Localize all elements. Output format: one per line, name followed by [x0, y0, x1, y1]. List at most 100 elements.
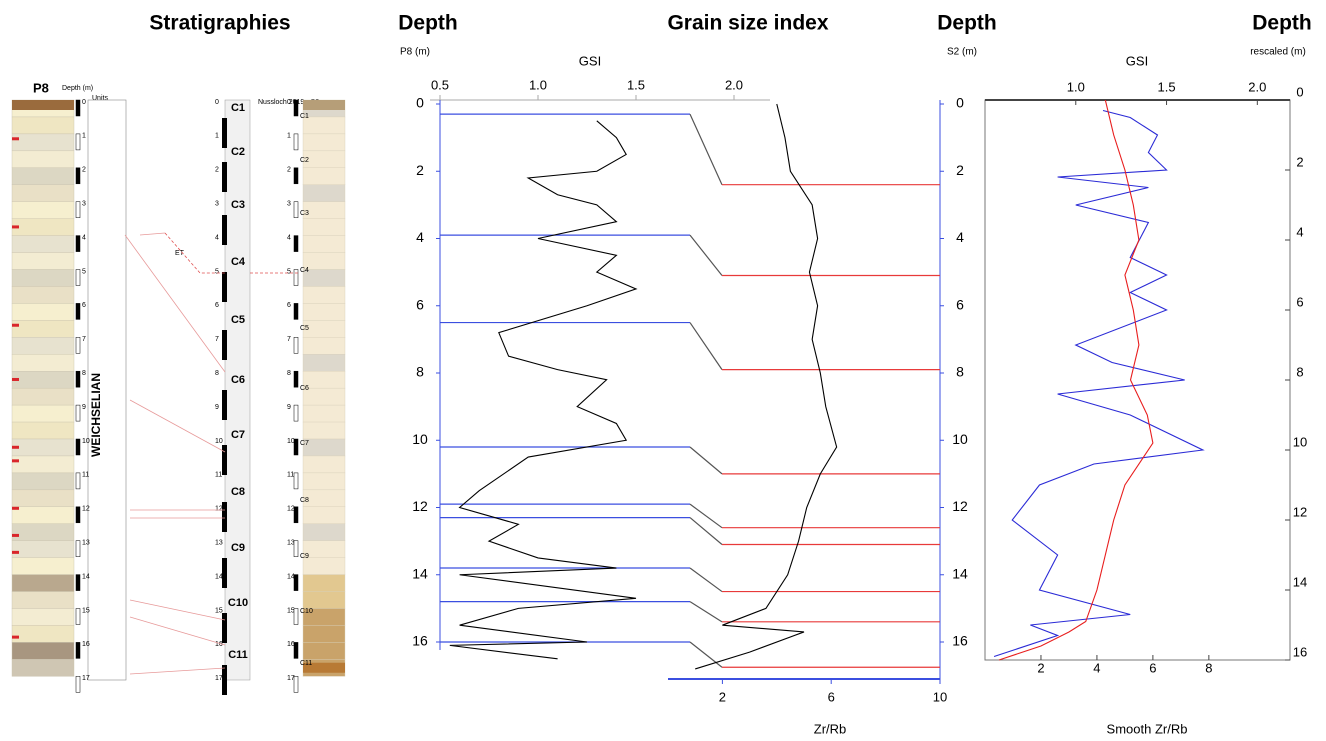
y-tick-label: 2 — [416, 162, 424, 178]
y-tick-label: 16 — [412, 633, 428, 649]
s2-layer — [302, 235, 346, 253]
unit-label: C9 — [300, 553, 309, 560]
depth-bar — [75, 676, 81, 693]
p8-marker — [12, 635, 19, 639]
depth-bar — [293, 438, 299, 456]
y-tick-label: 8 — [416, 364, 424, 380]
x-tick-label: 0.5 — [431, 77, 449, 92]
depth-bar — [293, 201, 299, 218]
depth-number: 10 — [82, 438, 90, 445]
unit-label: C10 — [300, 608, 313, 615]
p8-layer — [11, 354, 75, 372]
y-axis-label: P8 (m) — [400, 47, 430, 58]
p8-marker — [12, 137, 19, 141]
c-column — [224, 99, 251, 681]
p8-layer — [11, 201, 75, 219]
correlation-line — [124, 234, 226, 373]
correlation-line — [129, 667, 226, 675]
unit-label: C1 — [231, 102, 245, 114]
p8-marker — [12, 550, 19, 554]
p8-marker — [12, 377, 19, 381]
unit-bar — [222, 665, 227, 695]
depth-number: 6 — [82, 302, 86, 309]
unit-label: C6 — [300, 385, 309, 392]
x-tick-label: 1.5 — [1158, 79, 1176, 94]
p8-marker — [12, 533, 19, 537]
s2-layer — [302, 506, 346, 524]
y2-axis-label: S2 (m) — [947, 47, 977, 58]
depth-bar — [293, 540, 299, 557]
s2-layer — [302, 133, 346, 152]
s2-layer — [302, 184, 346, 202]
depth-bar — [75, 201, 81, 218]
depth-number: 9 — [287, 404, 291, 411]
s2-top-layer — [303, 100, 345, 110]
y-tick-label: 12 — [1293, 504, 1307, 519]
p8-layer — [11, 371, 75, 389]
depth-number: 4 — [287, 234, 291, 241]
y-tick-label: 8 — [1296, 364, 1303, 379]
p8-layer — [11, 320, 75, 338]
tie-connector — [689, 567, 723, 593]
depth-number: 8 — [215, 370, 219, 377]
depth-bar — [75, 235, 81, 252]
depth-bar — [75, 642, 81, 659]
depth-number: 5 — [82, 268, 86, 275]
y2-tick-label: 16 — [952, 633, 968, 649]
header: Grain size index — [667, 12, 828, 35]
s2-layer — [302, 642, 346, 660]
header: Depth — [937, 12, 997, 35]
p8-layer — [11, 557, 75, 575]
depth-number: 0 — [215, 99, 219, 106]
s2-layer — [302, 116, 346, 135]
depth-number: 3 — [82, 201, 86, 208]
p8-layer — [11, 150, 75, 169]
depth-number: 11 — [215, 472, 222, 479]
depth-bar — [293, 303, 299, 320]
y2-tick-label: 0 — [956, 95, 964, 111]
tie-connector — [689, 322, 723, 370]
p8-layer — [11, 404, 75, 423]
y2-tick-label: 4 — [956, 229, 964, 245]
units-label: Units — [92, 95, 108, 102]
p8-layer — [11, 337, 75, 355]
p8-layer — [11, 642, 75, 660]
tie-connector — [689, 601, 723, 623]
unit-bar — [222, 162, 227, 192]
unit-bar — [222, 613, 227, 643]
p8-layer — [11, 591, 75, 609]
depth-bar — [75, 574, 81, 591]
correlation-label: ET — [175, 250, 185, 257]
p8-layer — [11, 167, 75, 186]
p8-layer — [11, 286, 75, 304]
depth-number: 12 — [287, 506, 295, 513]
p8-layer — [11, 455, 75, 474]
depth-bar — [293, 167, 299, 185]
depth-bar — [75, 167, 81, 185]
depth-bar — [75, 608, 81, 625]
depth-number: 9 — [215, 404, 219, 411]
unit-label: C3 — [300, 210, 309, 217]
s2-layer — [302, 557, 346, 575]
depth-number: 17 — [287, 675, 295, 682]
depth-bar — [293, 337, 299, 354]
y-tick-label: 12 — [412, 498, 428, 514]
s2-layer — [302, 523, 346, 541]
depth-number: 13 — [82, 540, 90, 547]
x-tick-label: 2.0 — [725, 77, 743, 92]
y-tick-label: 10 — [412, 431, 428, 447]
depth-number: 3 — [287, 201, 291, 208]
header: Depth — [1252, 12, 1312, 35]
unit-label: C3 — [231, 199, 245, 211]
p8-layer — [11, 608, 75, 626]
p8-layer — [11, 116, 75, 135]
gsi-line — [449, 120, 638, 660]
depth-number: 7 — [82, 336, 86, 343]
tie-connector — [689, 113, 723, 185]
depth-number: 4 — [82, 234, 86, 241]
y-tick-label: 16 — [1293, 644, 1307, 659]
depth-bar — [293, 133, 299, 151]
y-tick-label: 4 — [1296, 224, 1303, 239]
s2-layer — [302, 540, 346, 558]
depth-number: 15 — [82, 607, 90, 614]
